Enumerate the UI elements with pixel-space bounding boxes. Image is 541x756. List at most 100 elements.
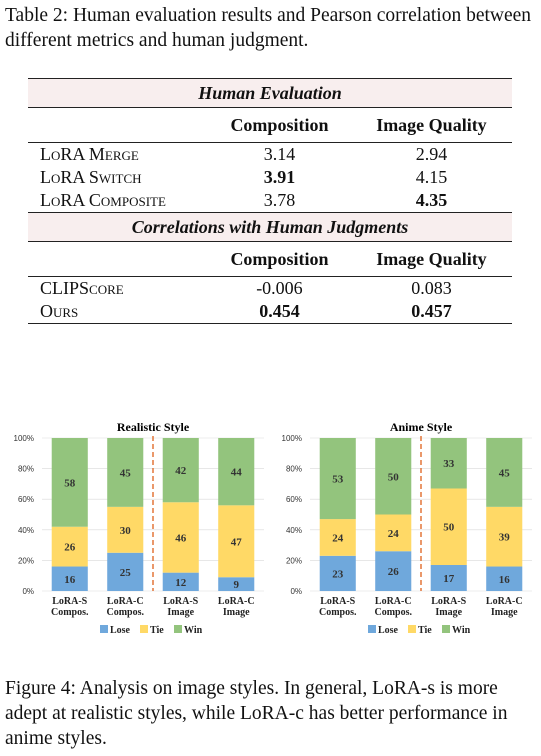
- y-tick-label: 0%: [22, 587, 34, 596]
- cell-composition: -0.006: [208, 276, 351, 300]
- table-row: LoRA Switch 3.91 4.15: [28, 166, 512, 189]
- x-tick-label: LoRA-S: [52, 596, 87, 607]
- cell-composition: 3.91: [263, 167, 296, 187]
- cell-quality: 0.083: [350, 276, 512, 300]
- x-tick-label: Image: [491, 607, 518, 618]
- bar-segment-tie: [218, 505, 255, 578]
- data-label: 16: [499, 574, 511, 586]
- bar-segment-lose: [430, 564, 467, 591]
- column-header-composition: Composition: [208, 241, 351, 277]
- y-tick-label: 20%: [286, 556, 302, 565]
- x-tick-label: Compos.: [106, 607, 144, 618]
- data-label: 45: [120, 467, 132, 479]
- table-row: CLIPScore -0.006 0.083: [28, 276, 512, 300]
- table-row: LoRA Merge 3.14 2.94: [28, 142, 512, 166]
- bar-segment-tie: [375, 514, 412, 552]
- cell-composition: 3.14: [208, 142, 351, 166]
- realistic-style-chart: Realistic Style 0% 20% 40% 60% 80% 100% 16 26 58 L…: [2, 417, 272, 642]
- bar-segment-lose: [375, 551, 412, 591]
- x-tick-label: LoRA-S: [431, 596, 466, 607]
- anime-style-chart-svg: Anime Style 0% 20% 40% 60% 80% 100% 23 24 53 LoRA-…: [282, 420, 532, 636]
- x-tick-label: LoRA-S: [163, 596, 198, 607]
- bar-segment-tie: [486, 506, 523, 567]
- chart-title: Anime Style: [390, 420, 453, 434]
- data-label: 44: [231, 467, 243, 479]
- bar-segment-lose: [319, 555, 356, 591]
- data-label: 26: [64, 542, 76, 554]
- column-header-row: Composition Image Quality: [28, 107, 512, 143]
- y-tick-label: 60%: [18, 495, 34, 504]
- data-label: 42: [175, 465, 187, 477]
- table-row: Ours 0.454 0.457: [28, 300, 512, 324]
- x-tick-label: LoRA-S: [320, 596, 355, 607]
- legend-label-tie: Tie: [418, 625, 432, 636]
- section-title-correlation: Correlations with Human Judgments: [28, 212, 512, 242]
- bar-segment-tie: [319, 519, 356, 556]
- realistic-style-chart-svg: Realistic Style 0% 20% 40% 60% 80% 100% 16 26 58 L…: [14, 420, 264, 636]
- legend-swatch-win: [442, 625, 450, 633]
- y-tick-label: 20%: [18, 556, 34, 565]
- bar-segment-win: [375, 438, 412, 515]
- cell-quality: 0.457: [350, 300, 512, 324]
- data-label: 58: [64, 477, 76, 489]
- x-tick-label: LoRA-C: [107, 596, 144, 607]
- legend-swatch-tie: [140, 625, 148, 633]
- results-table: Human Evaluation Composition Image Quali…: [28, 78, 512, 324]
- x-tick-label: LoRA-C: [375, 596, 412, 607]
- bar-segment-win: [430, 438, 467, 489]
- legend-swatch-win: [174, 625, 182, 633]
- x-tick-label: Image: [167, 607, 194, 618]
- legend-label-lose: Lose: [378, 625, 399, 636]
- data-label: 24: [332, 532, 344, 544]
- legend-label-win: Win: [452, 625, 471, 636]
- chart-title: Realistic Style: [117, 420, 190, 434]
- y-tick-label: 100%: [14, 434, 34, 443]
- y-tick-label: 80%: [18, 465, 34, 474]
- data-label: 25: [120, 567, 132, 579]
- data-label: 24: [388, 528, 400, 540]
- cell-quality: 4.35: [415, 190, 448, 210]
- data-label: 9: [234, 579, 240, 591]
- section-title-human: Human Evaluation: [28, 78, 512, 108]
- data-label: 50: [388, 471, 400, 483]
- bar-segment-tie: [51, 526, 88, 567]
- figure-caption: Figure 4: Analysis on image styles. In g…: [5, 678, 508, 749]
- data-label: 33: [443, 458, 455, 470]
- bar-segment-win: [51, 438, 88, 527]
- section-header-human: Human Evaluation: [28, 78, 512, 108]
- cell-quality: 4.15: [415, 167, 448, 187]
- data-label: 50: [443, 522, 455, 534]
- x-tick-label: Compos.: [319, 607, 357, 618]
- data-label: 53: [332, 474, 344, 486]
- y-tick-label: 80%: [286, 465, 302, 474]
- y-tick-label: 40%: [18, 526, 34, 535]
- column-header-row: Composition Image Quality: [28, 241, 512, 277]
- bar-segment-lose: [51, 566, 88, 591]
- y-tick-label: 60%: [286, 495, 302, 504]
- y-tick-label: 40%: [286, 526, 302, 535]
- legend-label-lose: Lose: [110, 625, 131, 636]
- legend-label-tie: Tie: [150, 625, 164, 636]
- row-label: LoRA Merge: [28, 142, 208, 166]
- cell-quality: 2.94: [350, 142, 512, 166]
- x-tick-label: LoRA-C: [218, 596, 255, 607]
- legend-label-win: Win: [184, 625, 203, 636]
- data-label: 12: [175, 577, 187, 589]
- data-label: 17: [443, 573, 455, 585]
- data-label: 30: [120, 525, 132, 537]
- bar-segment-lose: [107, 552, 144, 591]
- bar-segment-tie: [107, 506, 144, 553]
- cell-composition: 3.78: [263, 190, 296, 210]
- section-header-correlation: Correlations with Human Judgments: [28, 212, 512, 242]
- row-label: CLIPScore: [28, 276, 208, 300]
- y-tick-label: 0%: [290, 587, 302, 596]
- x-tick-label: LoRA-C: [486, 596, 523, 607]
- data-label: 47: [231, 536, 243, 548]
- x-tick-label: Image: [435, 607, 462, 618]
- bar-segment-win: [486, 438, 523, 507]
- data-label: 16: [64, 574, 76, 586]
- bar-segment-lose: [162, 572, 199, 591]
- legend-swatch-tie: [408, 625, 416, 633]
- bar-segment-win: [162, 438, 199, 503]
- row-label: LoRA Switch: [40, 167, 142, 187]
